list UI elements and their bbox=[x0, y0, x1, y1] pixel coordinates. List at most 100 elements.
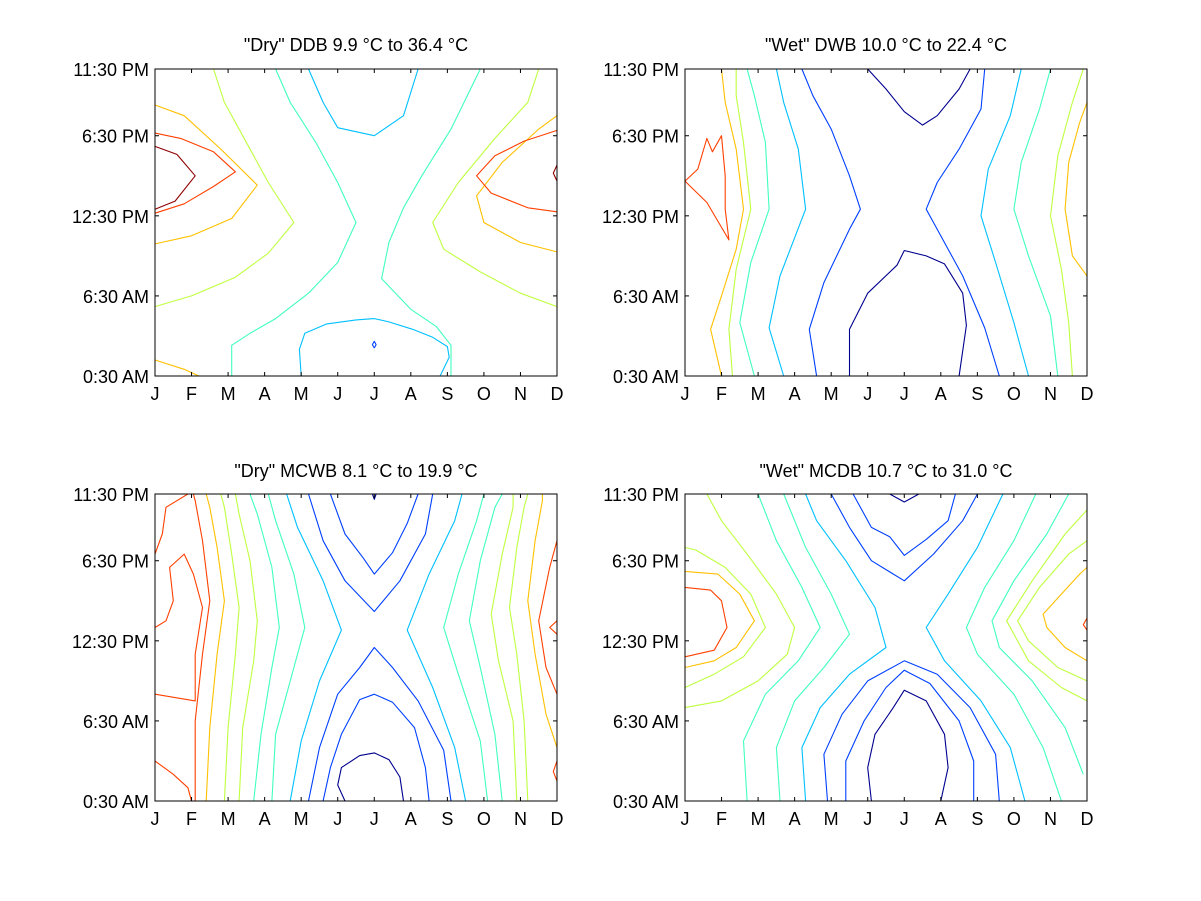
y-tick-label: 6:30 AM bbox=[83, 712, 149, 732]
x-tick-label: S bbox=[441, 384, 453, 404]
contour-line bbox=[231, 68, 357, 376]
x-tick-label: J bbox=[333, 384, 342, 404]
contour-line bbox=[1017, 540, 1088, 682]
axes-frame bbox=[154, 493, 558, 802]
x-tick-label: N bbox=[514, 384, 527, 404]
x-tick-label: O bbox=[477, 809, 491, 829]
x-tick-label: A bbox=[405, 384, 417, 404]
x-tick-label: M bbox=[751, 809, 766, 829]
x-tick-label: J bbox=[863, 809, 872, 829]
y-tick-label: 12:30 PM bbox=[72, 632, 149, 652]
contour-line bbox=[980, 68, 1030, 377]
contour-line bbox=[742, 493, 821, 802]
contour-line bbox=[508, 493, 529, 802]
panel-dry-mcwb: "Dry" MCWB 8.1 °C to 19.9 °C J F M A M J J A S O N… bbox=[72, 461, 564, 829]
contour-line bbox=[371, 340, 377, 349]
contour-line bbox=[298, 318, 450, 377]
y-tick-label: 11:30 PM bbox=[603, 60, 679, 80]
contour-line bbox=[249, 493, 280, 802]
y-tick-label: 6:30 AM bbox=[613, 712, 679, 732]
x-tick-label: S bbox=[971, 384, 983, 404]
x-tick-label: M bbox=[824, 384, 839, 404]
x-tick-label: J bbox=[333, 809, 342, 829]
contour-line bbox=[549, 620, 558, 635]
x-tick-label: J bbox=[151, 809, 160, 829]
x-tick-label: O bbox=[477, 384, 491, 404]
contour-line bbox=[925, 493, 1026, 802]
axes-frame bbox=[684, 68, 1088, 377]
contour-line bbox=[443, 493, 489, 802]
contour-line bbox=[801, 68, 861, 377]
x-tick-label: F bbox=[186, 384, 197, 404]
contour-line bbox=[192, 493, 211, 801]
contour-line bbox=[684, 570, 755, 669]
contour-line bbox=[889, 493, 920, 503]
x-tick-label: D bbox=[551, 809, 564, 829]
contour-line bbox=[552, 164, 558, 182]
x-tick-label: O bbox=[1007, 384, 1021, 404]
x-tick-label: O bbox=[1007, 809, 1021, 829]
y-tick-label: 0:30 AM bbox=[83, 367, 149, 387]
x-tick-label: A bbox=[935, 384, 947, 404]
y-tick-label: 6:30 AM bbox=[613, 287, 679, 307]
x-tick-label: J bbox=[900, 809, 909, 829]
panel-title: "Wet" MCDB 10.7 °C to 31.0 °C bbox=[760, 461, 1013, 481]
x-tick-label: J bbox=[863, 384, 872, 404]
contour-line bbox=[476, 115, 558, 253]
panel-title: "Wet" DWB 10.0 °C to 22.4 °C bbox=[765, 35, 1007, 55]
contour-line bbox=[684, 586, 728, 658]
contour-line bbox=[267, 493, 306, 802]
contour-line bbox=[1049, 68, 1084, 377]
contour-lines bbox=[154, 493, 558, 802]
plot-area bbox=[684, 68, 1088, 377]
y-tick-label: 6:30 PM bbox=[82, 127, 149, 147]
contour-line bbox=[867, 689, 949, 802]
contour-lines bbox=[684, 68, 1088, 377]
contour-line bbox=[768, 68, 807, 377]
x-tick-label: D bbox=[551, 384, 564, 404]
contour-line bbox=[925, 68, 1000, 377]
contour-line bbox=[823, 660, 1000, 802]
contour-line bbox=[552, 760, 558, 782]
x-tick-label: M bbox=[221, 809, 236, 829]
x-tick-label: M bbox=[221, 384, 236, 404]
y-tick-label: 0:30 AM bbox=[613, 367, 679, 387]
x-tick-label: D bbox=[1081, 809, 1094, 829]
contour-line bbox=[468, 493, 503, 802]
contour-lines bbox=[684, 493, 1088, 802]
contour-line bbox=[538, 540, 558, 695]
contour-line bbox=[527, 494, 558, 748]
x-tick-label: A bbox=[259, 384, 271, 404]
x-tick-label: J bbox=[900, 384, 909, 404]
x-tick-label: M bbox=[824, 809, 839, 829]
y-tick-label: 11:30 PM bbox=[73, 485, 149, 505]
x-tick-label: N bbox=[1044, 809, 1057, 829]
y-tick-label: 6:30 PM bbox=[612, 127, 679, 147]
contour-line bbox=[307, 493, 434, 613]
x-tick-label: M bbox=[294, 809, 309, 829]
x-tick-label: D bbox=[1081, 384, 1094, 404]
contour-line bbox=[234, 493, 258, 802]
contour-line bbox=[154, 359, 200, 377]
contour-line bbox=[1082, 617, 1088, 631]
x-tick-label: S bbox=[441, 809, 453, 829]
plot-area bbox=[154, 493, 558, 802]
contour-line bbox=[432, 68, 558, 308]
y-tick-label: 12:30 PM bbox=[602, 207, 679, 227]
panel-wet-mcdb: "Wet" MCDB 10.7 °C to 31.0 °C J F M A M J J A S O… bbox=[602, 461, 1094, 829]
contour-line bbox=[848, 249, 967, 377]
y-tick-label: 6:30 PM bbox=[82, 552, 149, 572]
contour-line bbox=[728, 69, 752, 377]
contour-line bbox=[801, 493, 887, 802]
x-tick-label: M bbox=[751, 384, 766, 404]
contour-line bbox=[307, 646, 452, 802]
x-tick-label: J bbox=[370, 809, 379, 829]
panel-dry-ddb: "Dry" DDB 9.9 °C to 36.4 °C J F M A M J J A S O N D… bbox=[72, 35, 564, 404]
x-tick-label: J bbox=[370, 384, 379, 404]
contour-line bbox=[205, 493, 225, 802]
y-tick-label: 0:30 AM bbox=[83, 792, 149, 812]
contour-line bbox=[830, 493, 978, 582]
contour-line bbox=[406, 493, 467, 802]
contour-line bbox=[476, 129, 558, 213]
